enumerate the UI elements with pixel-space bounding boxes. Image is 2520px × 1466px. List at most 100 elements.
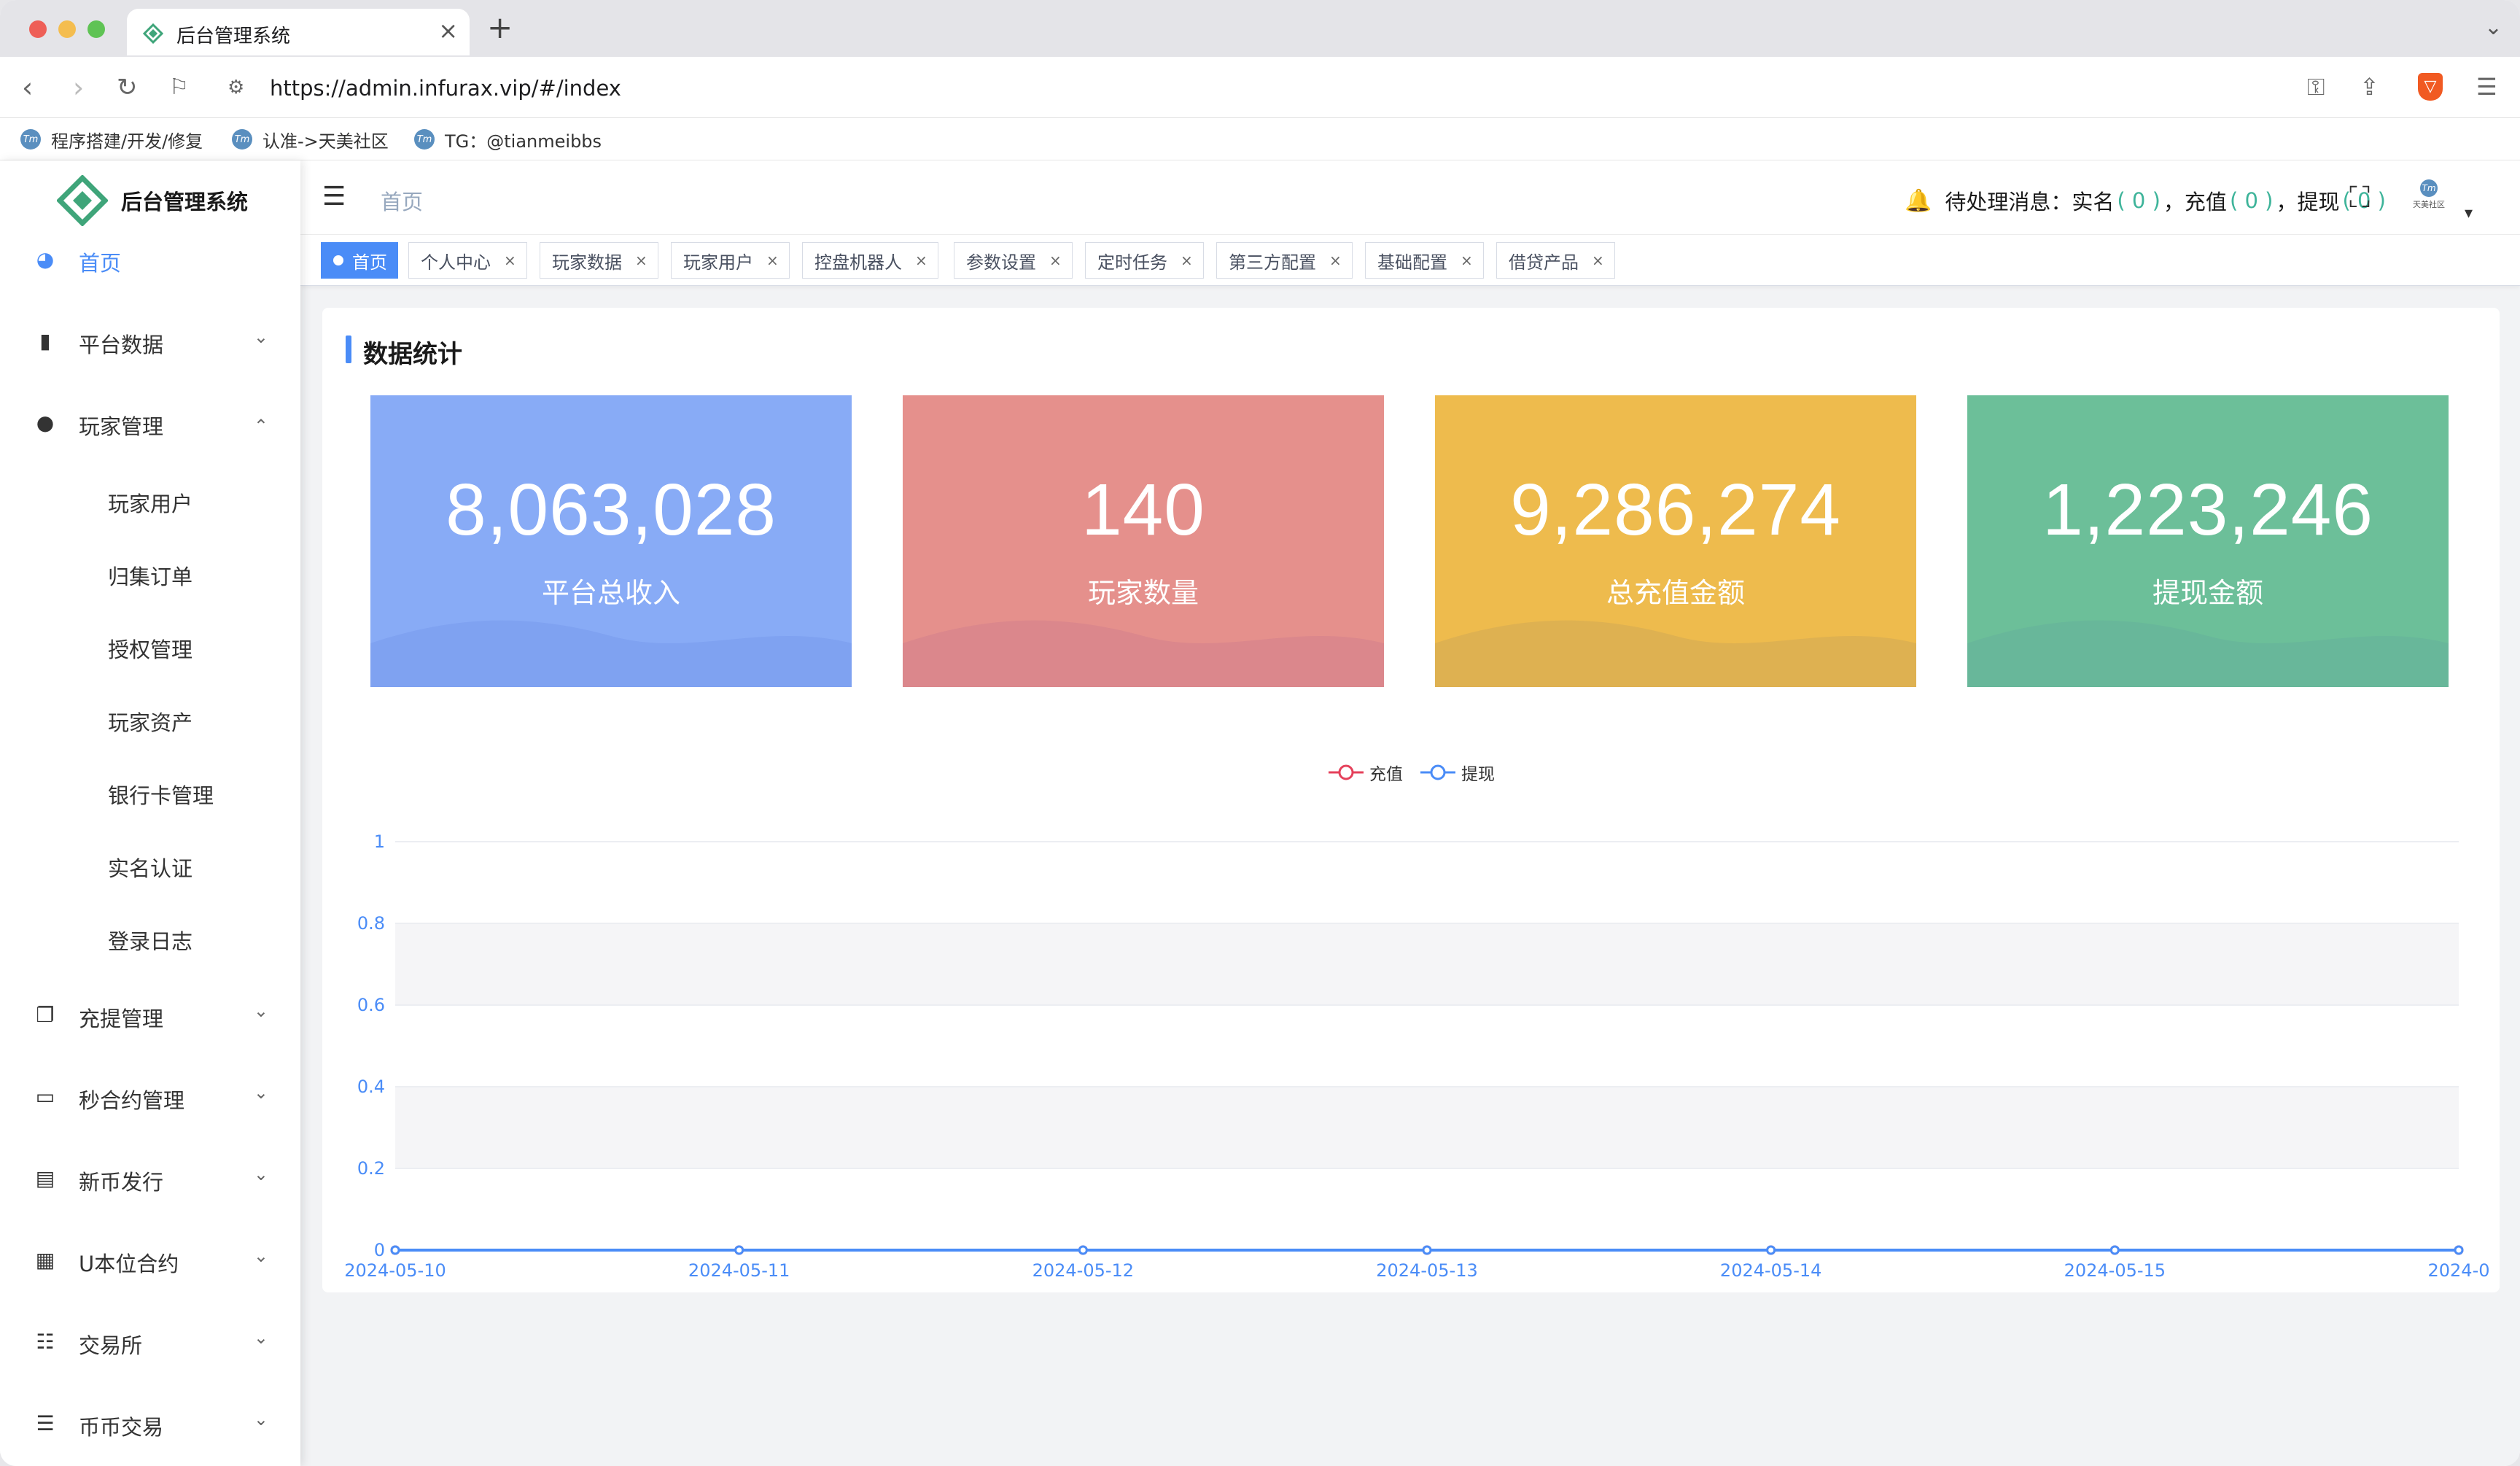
bookmark-favicon-icon: Tm [232, 129, 252, 150]
sidebar-subitem-label: 玩家资产 [108, 710, 193, 735]
sidebar-subitem-player-assets[interactable]: 玩家资产 [0, 690, 300, 748]
share-icon[interactable]: ⇪ [2360, 73, 2379, 101]
browser-tab[interactable]: 后台管理系统 × [127, 9, 470, 55]
card-icon: ▤ [35, 1166, 55, 1190]
sidebar-subitem-collect-orders[interactable]: 归集订单 [0, 544, 300, 602]
close-icon[interactable]: × [1049, 252, 1062, 269]
tag-label: 个人中心 [421, 252, 491, 273]
monitor-icon: ▭ [35, 1085, 55, 1109]
maximize-window-button[interactable] [88, 20, 105, 38]
top-navbar: ☰ 首页 🔔 待处理消息： 实名 ( 0 ) ， 充值 ( 0 ) ， 提现 (… [300, 160, 2520, 235]
close-icon[interactable]: × [1592, 252, 1604, 269]
sidebar-subitem-label: 银行卡管理 [108, 783, 214, 808]
notice-withdraw-label[interactable]: 提现 [2297, 190, 2340, 214]
collapse-sidebar-icon[interactable]: ☰ [322, 182, 346, 212]
close-icon[interactable]: × [766, 252, 779, 269]
key-icon[interactable]: ⚿ [2307, 73, 2325, 101]
close-icon[interactable]: × [915, 252, 928, 269]
close-icon[interactable]: × [635, 252, 648, 269]
menu-icon[interactable]: ☰ [2476, 73, 2497, 101]
caret-down-icon[interactable]: ▾ [2465, 204, 2473, 222]
minimize-window-button[interactable] [58, 20, 76, 38]
tag-loan-products[interactable]: 借贷产品 × [1496, 242, 1615, 279]
stat-value: 8,063,028 [446, 469, 777, 551]
sidebar-item-spot-trading[interactable]: ☰ 币币交易 ⌄ [0, 1395, 300, 1453]
sidebar-subitem-player-users[interactable]: 玩家用户 [0, 471, 300, 530]
tag-scheduled-tasks[interactable]: 定时任务 × [1085, 242, 1204, 279]
sidebar: 后台管理系统 ◕ 首页 ▮ 平台数据 ⌄ ● 玩家管理 ⌃ 玩家用户 归集订单 [0, 160, 300, 1466]
tag-third-party-config[interactable]: 第三方配置 × [1216, 242, 1353, 279]
card-wave-decoration [1435, 620, 1916, 687]
card-wave-decoration [1967, 620, 2449, 687]
tag-label: 玩家数据 [552, 252, 622, 273]
new-tab-icon[interactable]: + [487, 9, 513, 45]
sidebar-item-label: 秒合约管理 [79, 1088, 185, 1113]
close-icon[interactable]: × [1181, 252, 1193, 269]
notice-realname-label[interactable]: 实名 [2072, 190, 2115, 214]
sidebar-subitem-authorization[interactable]: 授权管理 [0, 617, 300, 675]
chevron-up-icon: ⌃ [253, 416, 268, 436]
brave-shield-icon[interactable]: ▽ [2418, 73, 2443, 101]
bell-icon[interactable]: 🔔 [1905, 187, 1932, 214]
series-point [734, 1245, 744, 1255]
breadcrumb[interactable]: 首页 [381, 190, 424, 214]
tag-player-data[interactable]: 玩家数据 × [540, 242, 658, 279]
tag-label: 玩家用户 [683, 252, 753, 273]
tab-list-chevron-icon[interactable]: ⌄ [2484, 15, 2502, 40]
sidebar-item-home[interactable]: ◕ 首页 [0, 230, 300, 289]
reload-icon[interactable]: ↻ [117, 73, 138, 102]
sidebar-item-player-management[interactable]: ● 玩家管理 ⌃ [0, 394, 300, 452]
user-icon: ● [36, 411, 55, 435]
legend-item-withdraw[interactable]: 提现 [1420, 760, 1495, 785]
sidebar-item-exchange[interactable]: ☷ 交易所 ⌄ [0, 1313, 300, 1371]
stat-label: 总充值金额 [1606, 577, 1745, 609]
bookmark-icon[interactable]: ⚐ [169, 74, 189, 100]
close-icon[interactable]: × [1461, 252, 1473, 269]
address-bar-row: ‹ › ↻ ⚐ ⚙ https://admin.infurax.vip/#/in… [0, 57, 2520, 118]
legend-item-recharge[interactable]: 充值 [1329, 760, 1403, 785]
chevron-down-icon: ⌄ [253, 1409, 268, 1430]
panel-title: 数据统计 [363, 340, 462, 369]
sidebar-subitem-real-name[interactable]: 实名认证 [0, 836, 300, 894]
tag-parameter-settings[interactable]: 参数设置 × [954, 242, 1073, 279]
tab-close-icon[interactable]: × [438, 17, 458, 44]
sidebar-subitem-bank-cards[interactable]: 银行卡管理 [0, 763, 300, 821]
stat-card-players: 140 玩家数量 [903, 395, 1384, 687]
card-wave-decoration [903, 620, 1384, 687]
line-chart: 充值 提现 0 0.2 0.4 0.6 0.8 1 2024-05-10 2024-05-11… [322, 731, 2500, 1292]
fullscreen-icon[interactable]: ⛶ [2349, 181, 2370, 214]
url-text: https://admin.infurax.vip/#/index [270, 76, 621, 101]
admin-app: 后台管理系统 ◕ 首页 ▮ 平台数据 ⌄ ● 玩家管理 ⌃ 玩家用户 归集订单 [0, 160, 2520, 1466]
tag-control-robot[interactable]: 控盘机器人 × [802, 242, 938, 279]
tag-basic-config[interactable]: 基础配置 × [1365, 242, 1484, 279]
copy-icon: ❐ [36, 1003, 55, 1027]
bookmark-item[interactable]: Tm 程序搭建/开发/修复 [20, 125, 203, 153]
sidebar-item-new-coin[interactable]: ▤ 新币发行 ⌄ [0, 1149, 300, 1208]
forward-icon[interactable]: › [73, 71, 85, 104]
avatar[interactable]: Tm 天美社区 [2406, 178, 2451, 217]
notice-recharge-label[interactable]: 充值 [2184, 190, 2227, 214]
close-icon[interactable]: × [504, 252, 516, 269]
back-icon[interactable]: ‹ [22, 71, 34, 104]
bookmark-item[interactable]: Tm 认准->天美社区 [232, 125, 389, 153]
sidebar-item-platform-data[interactable]: ▮ 平台数据 ⌄ [0, 312, 300, 371]
tag-personal-center[interactable]: 个人中心 × [408, 242, 527, 279]
sidebar-item-second-contract[interactable]: ▭ 秒合约管理 ⌄ [0, 1068, 300, 1126]
notice-separator: ， [2276, 190, 2298, 214]
sidebar-item-deposit-withdraw[interactable]: ❐ 充提管理 ⌄ [0, 986, 300, 1044]
site-settings-icon[interactable]: ⚙ [228, 77, 245, 98]
url-field[interactable]: ⚙ https://admin.infurax.vip/#/index [216, 66, 2279, 109]
sidebar-item-u-contract[interactable]: ▦ U本位合约 ⌄ [0, 1231, 300, 1289]
sidebar-item-label: 首页 [79, 251, 122, 276]
tag-label: 首页 [352, 252, 387, 273]
chevron-down-icon: ⌄ [253, 1082, 268, 1103]
bookmark-favicon-icon: Tm [20, 129, 41, 150]
sidebar-subitem-login-log[interactable]: 登录日志 [0, 909, 300, 967]
tag-player-users[interactable]: 玩家用户 × [671, 242, 790, 279]
close-window-button[interactable] [29, 20, 47, 38]
close-icon[interactable]: × [1329, 252, 1342, 269]
series-point [2109, 1245, 2120, 1255]
notice-realname-count: ( 0 ) [2117, 188, 2161, 213]
tag-home[interactable]: 首页 [321, 242, 398, 279]
bookmark-item[interactable]: Tm TG：@tianmeibbs [414, 125, 602, 153]
